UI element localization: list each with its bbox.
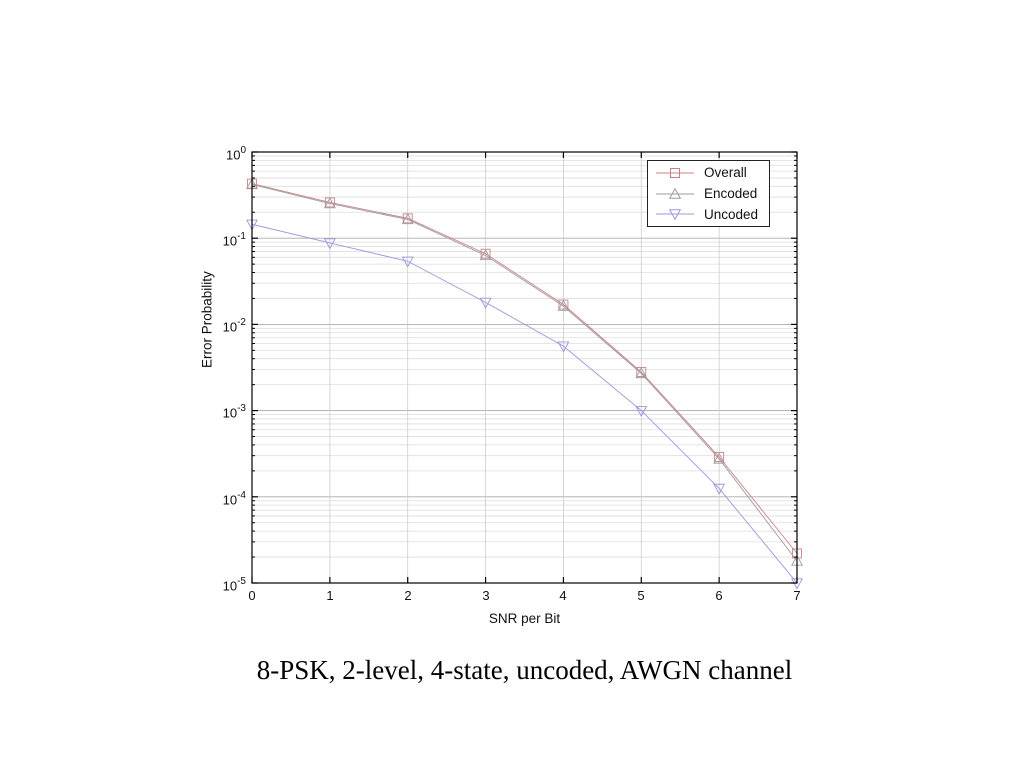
series-overall-line	[251, 183, 798, 554]
y-tick-label: 100	[225, 145, 246, 163]
y-tick-label: 10-5	[222, 576, 246, 594]
axes-box	[251, 151, 798, 584]
figure-caption: 8-PSK, 2-level, 4-state, uncoded, AWGN c…	[256, 655, 793, 685]
legend-label: Encoded	[704, 186, 758, 201]
uncoded-marker	[323, 238, 336, 250]
x-tick-label: 0	[248, 588, 256, 603]
x-tick-label: 5	[637, 588, 645, 603]
overall-marker-icon	[656, 167, 694, 178]
encoded-marker	[479, 249, 492, 261]
x-tick-label: 4	[559, 588, 567, 603]
uncoded-marker	[401, 256, 414, 268]
series-encoded-line	[251, 184, 798, 562]
encoded-marker	[323, 197, 336, 209]
axis-ticks	[251, 151, 798, 584]
encoded-marker	[713, 452, 726, 464]
uncoded-marker-icon	[656, 209, 694, 221]
y-tick-label: 10-2	[222, 317, 246, 335]
encoded-marker-icon	[656, 187, 694, 199]
x-tick-label: 1	[326, 588, 334, 603]
uncoded-marker	[479, 297, 492, 309]
uncoded-marker	[713, 483, 726, 495]
uncoded-marker	[557, 341, 570, 353]
legend: Overall Encoded Uncoded	[647, 160, 770, 227]
major-gridlines	[252, 237, 797, 498]
legend-label: Uncoded	[704, 206, 759, 222]
series-uncoded-line	[251, 223, 798, 584]
legend-item-overall: Overall	[648, 163, 769, 183]
encoded-marker	[635, 366, 648, 379]
legend-item-encoded: Encoded	[648, 184, 769, 204]
x-tick-label: 2	[404, 588, 412, 603]
encoded-marker	[557, 299, 570, 311]
legend-label: Overall	[704, 165, 747, 181]
series-overall	[247, 178, 802, 559]
encoded-marker	[401, 213, 414, 225]
x-axis-label: SNR per Bit	[488, 611, 561, 626]
y-tick-label: 10-1	[222, 231, 246, 249]
y-tick-label: 10-3	[222, 403, 246, 421]
x-tick-label: 6	[715, 588, 723, 603]
x-tick-label: 3	[482, 588, 490, 603]
legend-item-uncoded: Uncoded	[648, 204, 769, 224]
uncoded-marker	[635, 405, 648, 418]
overall-marker	[714, 451, 725, 462]
x-tick-label: 7	[793, 588, 801, 603]
y-tick-label: 10-4	[222, 490, 246, 508]
